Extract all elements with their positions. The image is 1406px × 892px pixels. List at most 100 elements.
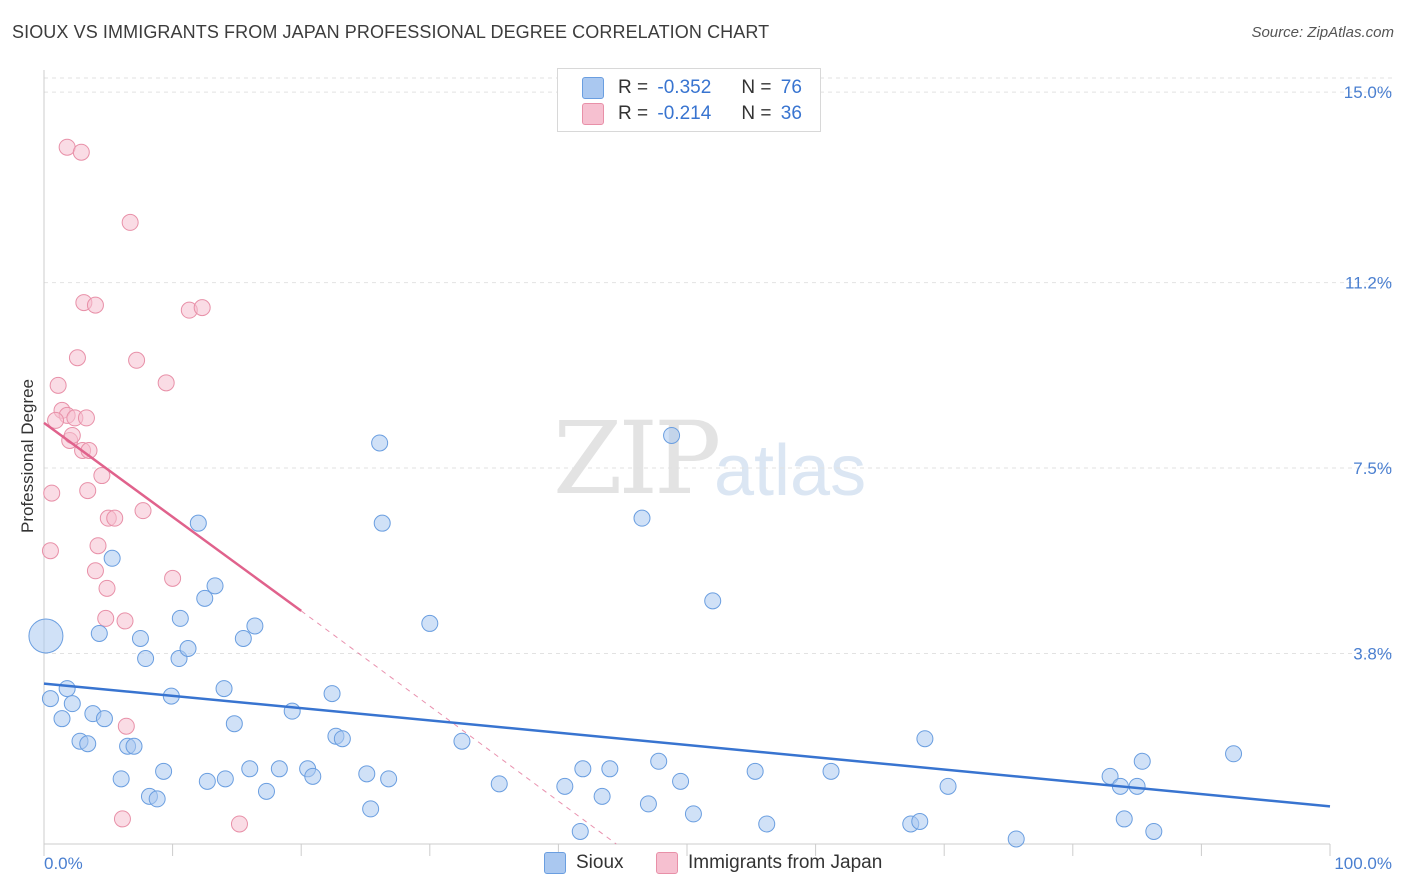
japan-point bbox=[68, 349, 86, 367]
y-tick-label: 7.5% bbox=[1353, 459, 1392, 478]
sioux-point bbox=[79, 735, 97, 753]
watermark-atlas: atlas bbox=[714, 431, 867, 511]
tick-labels: 3.8% 7.5% 11.2% 15.0% 0.0% 100.0% Professional… bbox=[18, 83, 1392, 873]
japan-point bbox=[113, 810, 131, 828]
sioux-point bbox=[225, 715, 243, 733]
japan-point bbox=[58, 138, 76, 156]
japan-point bbox=[117, 717, 135, 735]
sioux-point bbox=[246, 617, 264, 635]
y-tick-label: 3.8% bbox=[1353, 645, 1392, 664]
sioux-point bbox=[490, 775, 508, 793]
bottom-legend-label: Immigrants from Japan bbox=[688, 852, 883, 873]
legend-r-value: -0.352 bbox=[657, 77, 712, 98]
sioux-point bbox=[684, 805, 702, 823]
sioux-point bbox=[198, 772, 216, 790]
bottom-legend-sioux: Sioux bbox=[544, 852, 624, 874]
bottom-legend-japan: Immigrants from Japan bbox=[656, 852, 882, 874]
japan-point bbox=[134, 502, 152, 520]
japan-point bbox=[79, 482, 97, 500]
legend-r-label: R = bbox=[618, 77, 649, 98]
legend-n-value: 76 bbox=[780, 77, 802, 98]
japan-point bbox=[121, 213, 139, 231]
legend-r-value: -0.214 bbox=[657, 103, 712, 124]
japan-point bbox=[72, 143, 90, 161]
sioux-point bbox=[746, 762, 764, 780]
sioux-point bbox=[663, 426, 681, 444]
legend-n-label: N = bbox=[741, 103, 772, 124]
japan-point bbox=[164, 569, 182, 587]
sioux-point bbox=[28, 618, 64, 654]
sioux-point bbox=[171, 609, 189, 627]
sioux-point bbox=[112, 770, 130, 788]
japan-point bbox=[93, 467, 111, 485]
sioux-point bbox=[58, 680, 76, 698]
sioux-point bbox=[257, 782, 275, 800]
sioux-point bbox=[758, 815, 776, 833]
japan-point bbox=[193, 299, 211, 317]
sioux-point bbox=[650, 752, 668, 770]
japan-point bbox=[128, 351, 146, 369]
legend-n-value: 36 bbox=[780, 103, 802, 124]
japan-point bbox=[77, 409, 95, 427]
legend-swatch-sioux bbox=[582, 77, 604, 99]
sioux-point bbox=[333, 730, 351, 748]
x-tick-label: 100.0% bbox=[1334, 854, 1392, 873]
sioux-point bbox=[672, 772, 690, 790]
sioux-point bbox=[371, 434, 389, 452]
japan-trend-extension bbox=[300, 610, 617, 845]
sioux-point bbox=[593, 787, 611, 805]
sioux-point bbox=[155, 762, 173, 780]
sioux-point bbox=[241, 760, 259, 778]
sioux-point bbox=[216, 770, 234, 788]
sioux-point bbox=[939, 777, 957, 795]
sioux-point bbox=[373, 514, 391, 532]
sioux-point bbox=[90, 624, 108, 642]
sioux-point bbox=[125, 737, 143, 755]
japan-point bbox=[157, 374, 175, 392]
sioux-point bbox=[63, 695, 81, 713]
chart-title: SIOUX VS IMMIGRANTS FROM JAPAN PROFESSIO… bbox=[12, 22, 770, 42]
sioux-point bbox=[179, 640, 197, 657]
sioux-point bbox=[822, 762, 840, 780]
sioux-point bbox=[574, 760, 592, 778]
bottom-legend: Sioux Immigrants from Japan bbox=[0, 852, 1406, 876]
watermark-zip: ZIP bbox=[553, 400, 721, 517]
japan-point bbox=[89, 537, 107, 555]
grid-lines bbox=[44, 77, 1392, 655]
sioux-point bbox=[103, 549, 121, 567]
japan-point bbox=[43, 484, 61, 502]
sioux-point bbox=[95, 710, 113, 728]
sioux-point bbox=[362, 800, 380, 818]
sioux-point bbox=[1115, 810, 1133, 828]
sioux-point bbox=[633, 509, 651, 527]
japan-point bbox=[106, 509, 124, 527]
sioux-point bbox=[453, 732, 471, 750]
sioux-point bbox=[1133, 752, 1151, 770]
sioux-point bbox=[601, 760, 619, 778]
sioux-point bbox=[639, 795, 657, 813]
sioux-point bbox=[704, 592, 722, 610]
legend-swatch-japan bbox=[582, 103, 604, 125]
sioux-point bbox=[206, 577, 224, 595]
sioux-point bbox=[911, 812, 929, 830]
japan-point bbox=[86, 296, 104, 314]
sioux-point bbox=[1145, 822, 1163, 840]
sioux-point bbox=[215, 680, 233, 698]
japan-point bbox=[86, 562, 104, 580]
sioux-point bbox=[323, 685, 341, 703]
sioux-point bbox=[53, 710, 71, 728]
sioux-trend-line bbox=[43, 682, 1331, 808]
legend-row-japan: R = -0.214 N = 36 bbox=[582, 102, 802, 126]
sioux-point bbox=[234, 629, 252, 647]
japan-point bbox=[230, 815, 248, 833]
sioux-point bbox=[1225, 745, 1243, 763]
trend-lines bbox=[43, 421, 1331, 845]
japan-point bbox=[116, 612, 134, 630]
japan-point bbox=[41, 542, 59, 560]
sioux-point bbox=[421, 614, 439, 632]
japan-trend-line bbox=[43, 421, 302, 612]
japan-point bbox=[98, 579, 116, 597]
bottom-legend-swatch-japan bbox=[656, 852, 678, 874]
y-tick-label: 15.0% bbox=[1344, 83, 1392, 102]
